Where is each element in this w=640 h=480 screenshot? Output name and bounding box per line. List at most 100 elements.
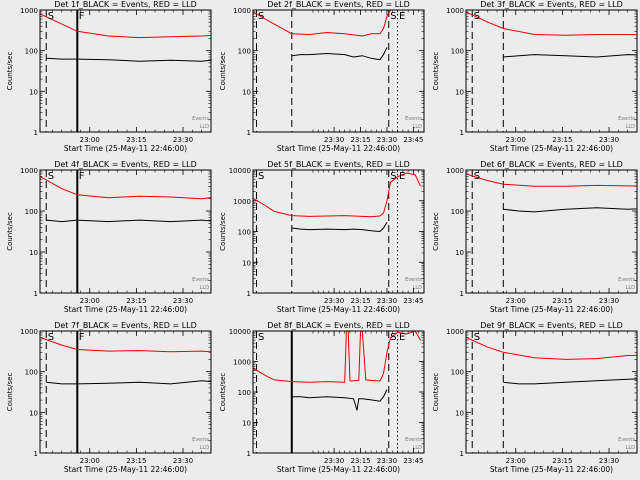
series-name: LLD xyxy=(200,285,210,291)
series-name: LLD xyxy=(413,285,423,291)
y-axis-label: Counts/sec xyxy=(6,52,14,91)
y-axis-label: Counts/sec xyxy=(432,212,440,251)
y-tick-label: 1 xyxy=(247,290,251,298)
series-line-lld xyxy=(40,336,211,353)
chart-panel-3: Det 3f_BLACK = Events, RED = LLD Counts/s… xyxy=(432,0,638,153)
series-name: Events xyxy=(405,116,422,122)
y-tick-label: 1 xyxy=(247,450,251,458)
series-name: Events xyxy=(618,277,635,283)
y-tick-label: 1000 xyxy=(446,328,464,336)
x-tick-label: 23:45 xyxy=(403,136,423,144)
plot-area xyxy=(253,331,421,453)
x-tick-label: 23:30 xyxy=(324,457,344,465)
y-tick-label: 100 xyxy=(25,208,38,216)
y-tick-label: 10000 xyxy=(229,167,251,175)
x-tick-label: 23:30 xyxy=(173,457,193,465)
y-tick-label: 1 xyxy=(34,129,38,137)
series-line-events xyxy=(46,219,211,223)
y-tick-label: 10 xyxy=(29,249,38,257)
plot-frame xyxy=(252,330,425,454)
x-tick-label: 23:15 xyxy=(126,136,146,144)
series-name: Events xyxy=(618,437,635,443)
plot-area xyxy=(466,331,637,453)
series-name: Events xyxy=(618,116,635,122)
x-tick-label: 23:30 xyxy=(173,297,193,305)
x-tick-label: 23:15 xyxy=(350,457,370,465)
x-tick-label: 23:15 xyxy=(552,136,572,144)
marker-label: S xyxy=(390,332,396,343)
x-tick-label: 23:30 xyxy=(377,297,397,305)
plot-frame xyxy=(465,330,638,454)
x-axis-label: Start Time (25-May-11 22:46:00) xyxy=(490,465,613,474)
x-tick-label: 23:30 xyxy=(599,457,619,465)
plot-frame xyxy=(465,169,638,294)
series-name: Events xyxy=(192,277,209,283)
marker-label: S xyxy=(48,171,54,182)
x-axis-label: Start Time (25-May-11 22:46:00) xyxy=(277,144,400,153)
chart-panel-6: Det 6f_BLACK = Events, RED = LLD Counts/s… xyxy=(432,160,638,314)
series-line-events xyxy=(291,389,388,411)
marker-label: S xyxy=(390,11,396,22)
series-line-lld xyxy=(466,173,637,187)
series-name: LLD xyxy=(413,445,423,451)
y-tick-label: 10 xyxy=(29,88,38,96)
y-tick-label: 100 xyxy=(451,208,464,216)
y-tick-label: 1000 xyxy=(20,328,38,336)
y-tick-label: 10 xyxy=(455,88,464,96)
x-tick-label: 23:00 xyxy=(80,457,100,465)
x-tick-label: 23:00 xyxy=(506,457,526,465)
x-tick-label: 23:00 xyxy=(506,297,526,305)
y-tick-label: 100 xyxy=(25,369,38,377)
chart-title: Det 3f_BLACK = Events, RED = LLD xyxy=(480,0,623,9)
y-axis-label: Counts/sec xyxy=(432,52,440,91)
marker-label: S xyxy=(474,171,480,182)
chart-panel-8: Det 8f_BLACK = Events, RED = LLD Counts/s… xyxy=(219,321,425,474)
marker-label: S xyxy=(474,11,480,22)
x-axis-label: Start Time (25-May-11 22:46:00) xyxy=(64,144,187,153)
y-tick-label: 100 xyxy=(238,389,251,397)
y-tick-label: 1000 xyxy=(233,359,251,367)
plot-frame xyxy=(465,9,638,133)
y-tick-label: 10 xyxy=(455,409,464,417)
y-tick-label: 1000 xyxy=(233,7,251,15)
chart-title: Det 6f_BLACK = Events, RED = LLD xyxy=(480,160,623,169)
plot-area xyxy=(40,331,211,453)
y-tick-label: 1000 xyxy=(446,7,464,15)
x-tick-label: 23:15 xyxy=(350,297,370,305)
plot-area xyxy=(40,10,211,132)
y-axis-label: Counts/sec xyxy=(6,212,14,251)
series-line-lld xyxy=(253,172,421,218)
x-axis-label: Start Time (25-May-11 22:46:00) xyxy=(64,465,187,474)
series-line-events xyxy=(291,47,388,61)
y-tick-label: 100 xyxy=(25,48,38,56)
y-axis-label: Counts/sec xyxy=(432,373,440,412)
series-line-lld xyxy=(40,13,211,39)
series-name: LLD xyxy=(626,285,636,291)
y-tick-label: 10 xyxy=(242,420,251,428)
marker-label: F xyxy=(79,332,85,343)
series-name: Events xyxy=(192,437,209,443)
marker-label: E xyxy=(399,11,405,22)
y-tick-label: 10 xyxy=(242,259,251,267)
marker-label: E xyxy=(399,171,405,182)
x-tick-label: 23:15 xyxy=(350,136,370,144)
marker-label: E xyxy=(399,332,405,343)
chart-title: Det 7f_BLACK = Events, RED = LLD xyxy=(54,321,197,330)
x-axis-label: Start Time (25-May-11 22:46:00) xyxy=(277,305,400,314)
x-tick-label: 23:30 xyxy=(377,136,397,144)
x-tick-label: 23:30 xyxy=(324,297,344,305)
y-tick-label: 1 xyxy=(34,290,38,298)
chart-title: Det 1f_BLACK = Events, RED = LLD xyxy=(54,0,197,9)
plot-area xyxy=(253,10,399,132)
plot-frame xyxy=(39,330,212,454)
plot-area xyxy=(253,170,421,293)
y-tick-label: 100 xyxy=(238,48,251,56)
marker-label: S xyxy=(474,332,480,343)
chart-panel-5: Det 5f_BLACK = Events, RED = LLD Counts/s… xyxy=(219,160,425,314)
chart-title: Det 9f_BLACK = Events, RED = LLD xyxy=(480,321,623,330)
series-line-lld xyxy=(40,175,211,200)
y-axis-label: Counts/sec xyxy=(219,212,227,251)
marker-label: F xyxy=(79,171,85,182)
x-axis-label: Start Time (25-May-11 22:46:00) xyxy=(490,144,613,153)
marker-label: S xyxy=(258,171,264,182)
